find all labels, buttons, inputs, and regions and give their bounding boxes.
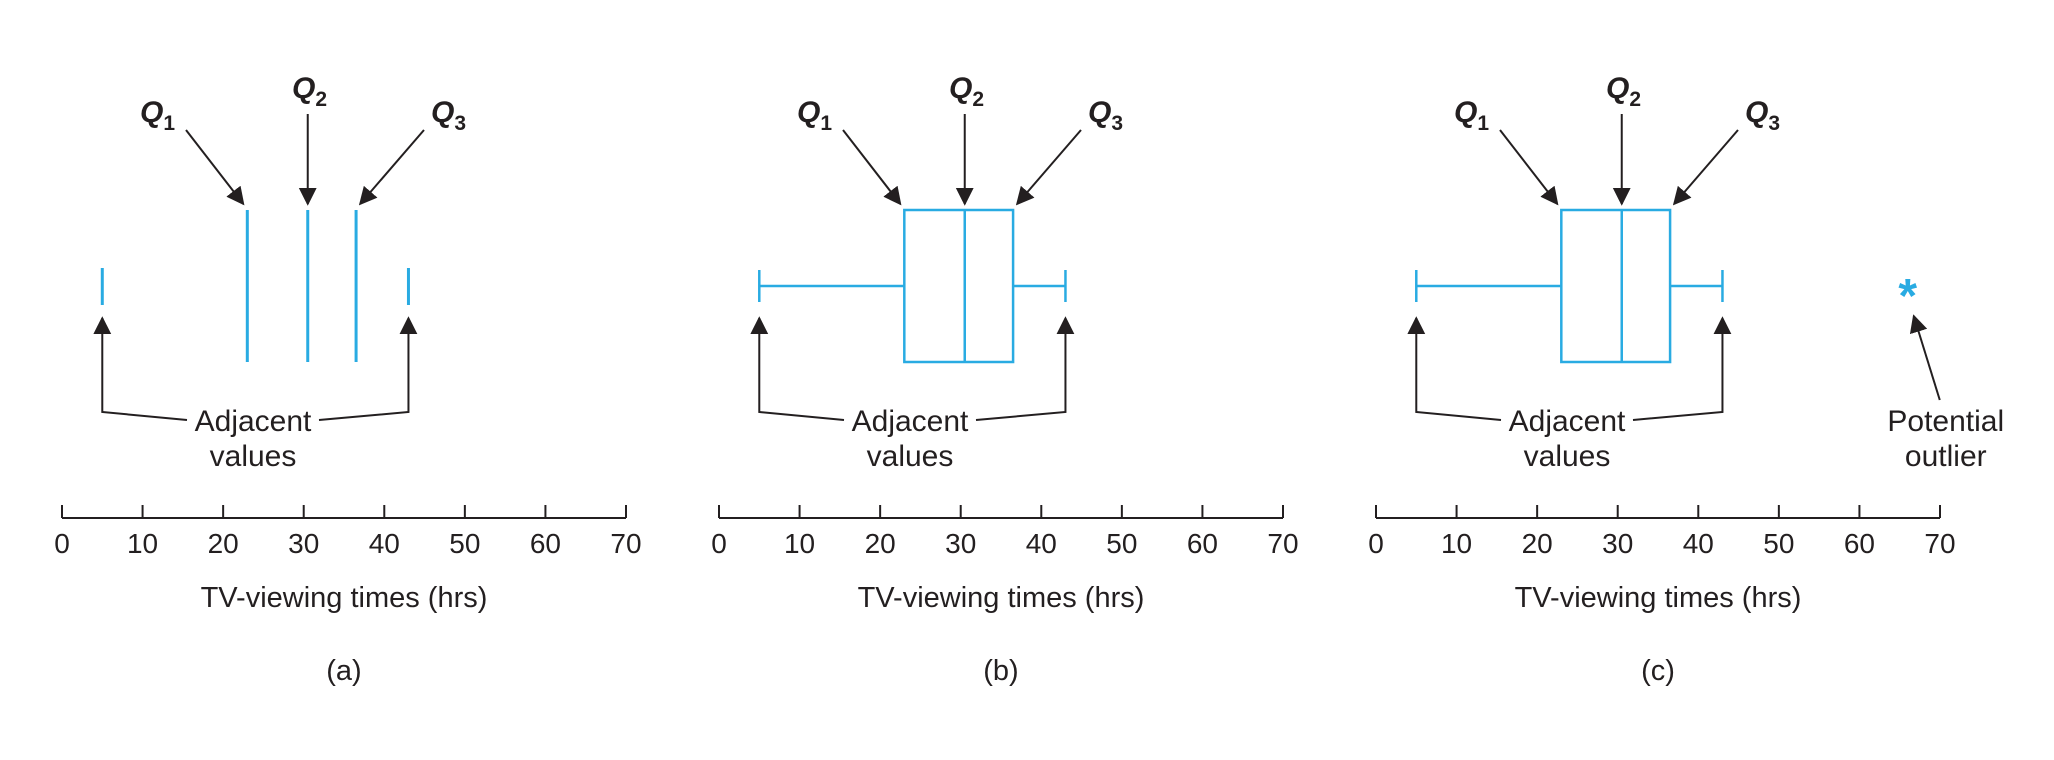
adjacent-label-line2: values <box>867 440 954 473</box>
tick-label: 30 <box>1602 528 1633 559</box>
tick-label: 40 <box>1026 528 1057 559</box>
tick-label: 40 <box>369 528 400 559</box>
q3-arrow <box>1015 129 1082 206</box>
outlier-marker: * <box>1898 270 1917 323</box>
tick-label: 20 <box>208 528 239 559</box>
adjacent-label-line1: Adjacent <box>852 405 969 438</box>
adjacent-label-line2: values <box>210 440 297 473</box>
tick-label: 40 <box>1683 528 1714 559</box>
adjacent-label-line1: Adjacent <box>1509 405 1626 438</box>
q1-label: Q1 <box>797 96 832 135</box>
axis-title: TV-viewing times (hrs) <box>858 582 1145 614</box>
tick-label: 10 <box>784 528 815 559</box>
outlier-label-line1: Potential <box>1887 405 2004 438</box>
axis-title: TV-viewing times (hrs) <box>201 582 488 614</box>
tick-label: 0 <box>1368 528 1384 559</box>
panel-caption: (a) <box>326 655 361 687</box>
adjacent-right-arrow <box>318 316 418 421</box>
q3-label: Q3 <box>1745 96 1780 135</box>
tick-label: 10 <box>127 528 158 559</box>
tick-label: 60 <box>530 528 561 559</box>
q2-label: Q2 <box>292 72 327 111</box>
tick-label: 60 <box>1844 528 1875 559</box>
q3-label: Q3 <box>431 96 466 135</box>
q1-arrow <box>1499 129 1559 206</box>
tick-label: 70 <box>610 528 641 559</box>
q1-label: Q1 <box>1454 96 1489 135</box>
q1-arrow <box>185 129 245 206</box>
q2-label: Q2 <box>1606 72 1641 111</box>
q3-arrow <box>1672 129 1739 206</box>
panel-caption: (b) <box>983 655 1018 687</box>
iqr-box <box>903 208 1015 364</box>
tick-label: 20 <box>1522 528 1553 559</box>
q1-arrow <box>842 129 902 206</box>
adjacent-left-arrow <box>750 316 845 421</box>
adjacent-right-arrow <box>975 316 1075 421</box>
iqr-box <box>1560 208 1672 364</box>
tick-label: 30 <box>945 528 976 559</box>
tick-label: 30 <box>288 528 319 559</box>
q3-arrow <box>358 129 425 206</box>
tick-label: 60 <box>1187 528 1218 559</box>
tick-label: 70 <box>1267 528 1298 559</box>
tick-label: 50 <box>1106 528 1137 559</box>
axis-title: TV-viewing times (hrs) <box>1515 582 1802 614</box>
panel-caption: (c) <box>1641 655 1675 687</box>
adjacent-label-line1: Adjacent <box>195 405 312 438</box>
q3-label: Q3 <box>1088 96 1123 135</box>
adjacent-label-line2: values <box>1524 440 1611 473</box>
q2-label: Q2 <box>949 72 984 111</box>
outlier-arrow <box>1909 314 1941 401</box>
tick-label: 50 <box>1763 528 1794 559</box>
adjacent-left-arrow <box>1407 316 1502 421</box>
tick-label: 0 <box>711 528 727 559</box>
tick-label: 70 <box>1924 528 1955 559</box>
tick-label: 50 <box>449 528 480 559</box>
tick-label: 0 <box>54 528 70 559</box>
outlier-label-line2: outlier <box>1905 440 1987 473</box>
q1-label: Q1 <box>140 96 175 135</box>
adjacent-left-arrow <box>93 316 188 421</box>
tick-label: 10 <box>1441 528 1472 559</box>
adjacent-right-arrow <box>1632 316 1732 421</box>
tick-label: 20 <box>865 528 896 559</box>
